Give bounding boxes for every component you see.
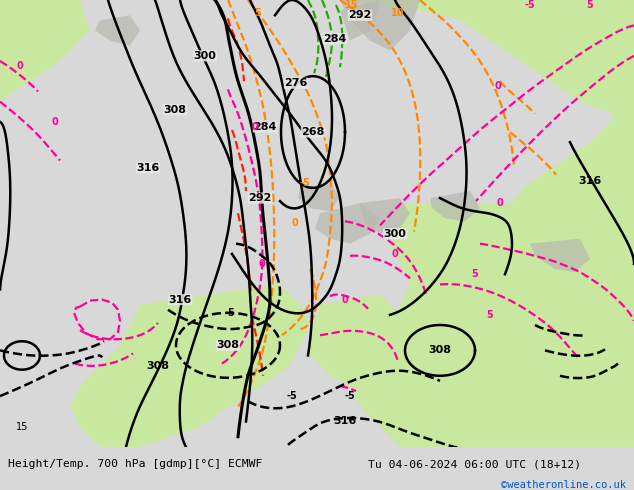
Text: Tu 04-06-2024 06:00 UTC (18+12): Tu 04-06-2024 06:00 UTC (18+12)	[368, 459, 581, 469]
Polygon shape	[340, 0, 380, 41]
Text: 0: 0	[252, 122, 259, 132]
Text: 268: 268	[301, 127, 325, 137]
Polygon shape	[490, 0, 634, 305]
Text: 15: 15	[16, 421, 28, 432]
Text: -5: -5	[300, 178, 311, 188]
Text: 308: 308	[429, 345, 451, 355]
Polygon shape	[310, 294, 400, 386]
Polygon shape	[340, 0, 420, 51]
Polygon shape	[298, 183, 340, 211]
Polygon shape	[430, 191, 480, 221]
Polygon shape	[360, 198, 410, 234]
Text: 0: 0	[259, 259, 266, 269]
Polygon shape	[0, 0, 90, 101]
Text: 10: 10	[391, 8, 404, 18]
Text: 0: 0	[496, 198, 503, 208]
Text: 284: 284	[323, 34, 347, 44]
Text: 316: 316	[169, 294, 191, 305]
Text: -5: -5	[287, 391, 297, 401]
Text: 300: 300	[384, 229, 406, 239]
Polygon shape	[70, 284, 310, 447]
Text: 316: 316	[136, 163, 160, 172]
Text: ©weatheronline.co.uk: ©weatheronline.co.uk	[501, 480, 626, 490]
Polygon shape	[530, 239, 590, 272]
Text: -5: -5	[524, 0, 535, 10]
Text: 308: 308	[164, 105, 186, 115]
Polygon shape	[350, 203, 634, 447]
Text: 308: 308	[216, 341, 240, 350]
Text: 316: 316	[578, 176, 602, 186]
Text: 0: 0	[342, 294, 348, 305]
Text: 0: 0	[16, 61, 23, 71]
Polygon shape	[340, 0, 634, 122]
Text: 292: 292	[348, 10, 372, 20]
Text: 284: 284	[254, 122, 276, 132]
Text: 300: 300	[193, 51, 216, 61]
Text: 5: 5	[472, 269, 479, 279]
Text: 15: 15	[346, 0, 359, 10]
Text: -5: -5	[345, 391, 356, 401]
Text: 308: 308	[146, 361, 169, 370]
Text: 292: 292	[249, 193, 272, 203]
Text: 5: 5	[586, 0, 593, 10]
Text: 5: 5	[487, 310, 493, 320]
Text: 5: 5	[255, 8, 261, 18]
Text: 0: 0	[495, 81, 501, 91]
Text: -5: -5	[224, 308, 235, 318]
Text: 276: 276	[284, 78, 307, 88]
Polygon shape	[315, 203, 380, 244]
Text: 0: 0	[51, 117, 58, 127]
Text: 0: 0	[292, 219, 299, 228]
Text: Height/Temp. 700 hPa [gdmp][°C] ECMWF: Height/Temp. 700 hPa [gdmp][°C] ECMWF	[8, 459, 262, 469]
Polygon shape	[95, 15, 140, 46]
Polygon shape	[450, 294, 530, 366]
Text: 0: 0	[392, 249, 398, 259]
Text: 316: 316	[333, 416, 356, 426]
